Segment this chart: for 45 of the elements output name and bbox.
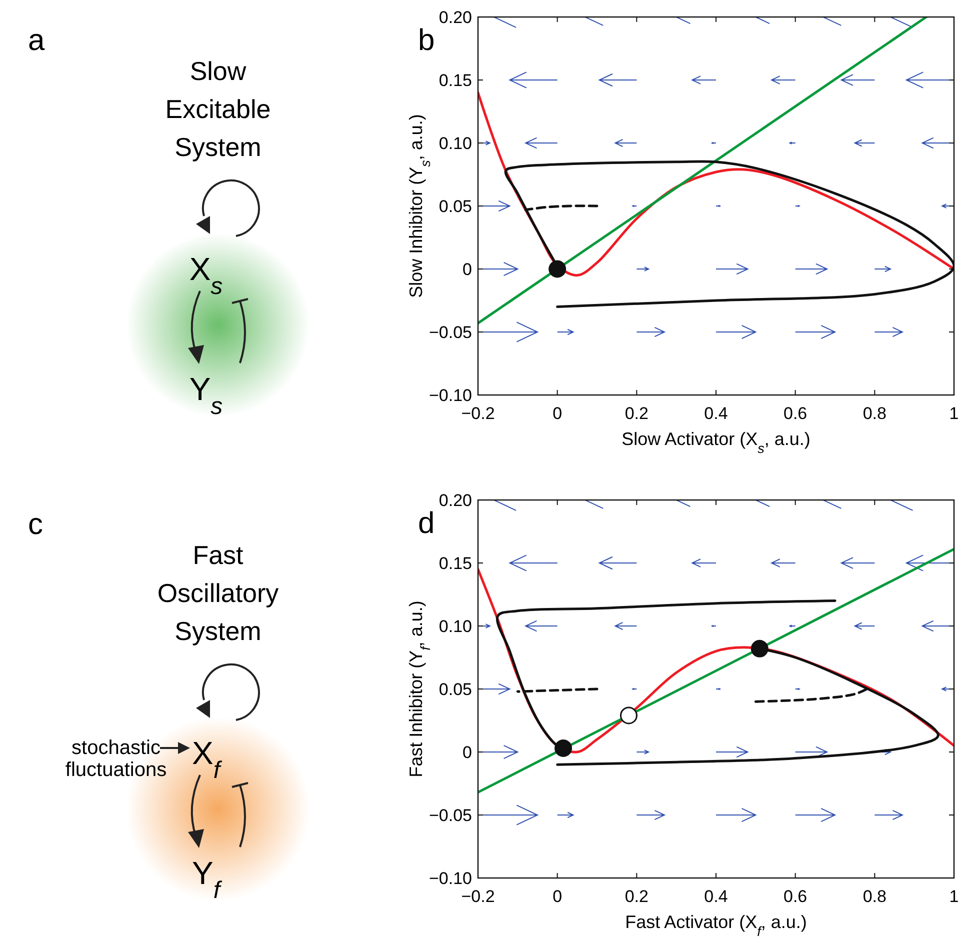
x-tick-label: −0.2 [461, 404, 495, 423]
x-tick-label: 0.4 [704, 404, 728, 423]
x-tick-label: 0 [552, 887, 562, 906]
y-tick-label: 0.05 [438, 680, 472, 699]
y-tick-label: −0.10 [428, 386, 472, 405]
x-tick-label: 1 [949, 404, 959, 423]
text: Y$_{s}$ [189, 371, 223, 420]
x-tick-label: 1 [949, 887, 959, 906]
text: X$_{f}$ [192, 735, 222, 784]
x-tick-label: 0.8 [862, 887, 886, 906]
x-tick-label: −0.2 [461, 887, 495, 906]
y-tick-label: 0.20 [438, 8, 472, 27]
text: Slow Excitable System [165, 56, 271, 162]
point [620, 706, 638, 724]
y-tick-label: 0.15 [438, 554, 472, 573]
x-axis-title: Fast Activator (X$_{f}$, a.u.) [625, 912, 807, 938]
line-series [754, 688, 868, 703]
text: b [418, 24, 435, 57]
text: a [28, 24, 45, 57]
text: d [418, 507, 435, 540]
text: Y$_{f}$ [192, 855, 222, 904]
x-tick-label: 0.2 [624, 887, 648, 906]
y-tick-label: −0.05 [428, 323, 472, 342]
y-tick-label: 0.10 [438, 134, 472, 153]
text: stochastic fluctuations [65, 737, 167, 781]
x-tick-label: 0.6 [784, 887, 808, 906]
y-tick-label: 0.10 [438, 617, 472, 636]
y-tick-label: −0.10 [428, 869, 472, 888]
x-tick-label: 0.4 [704, 887, 728, 906]
y-tick-label: 0.20 [438, 491, 472, 510]
x-tick-label: 0.6 [784, 404, 808, 423]
text: c [28, 508, 43, 541]
x-tick-label: 0.2 [624, 404, 648, 423]
y-tick-label: 0.15 [438, 71, 472, 90]
y-tick-label: 0.05 [438, 197, 472, 216]
x-tick-label: 0 [552, 404, 562, 423]
y-tick-label: 0 [462, 260, 472, 279]
text: X$_{s}$ [189, 251, 223, 300]
x-tick-label: 0.8 [862, 404, 886, 423]
y-tick-label: −0.05 [428, 806, 472, 825]
point [554, 739, 572, 757]
x-axis-title: Slow Activator (X$_{s}$, a.u.) [622, 429, 810, 456]
y-tick-label: 0 [462, 743, 472, 762]
point [750, 640, 768, 658]
text: Fast Oscillatory System [157, 540, 279, 646]
